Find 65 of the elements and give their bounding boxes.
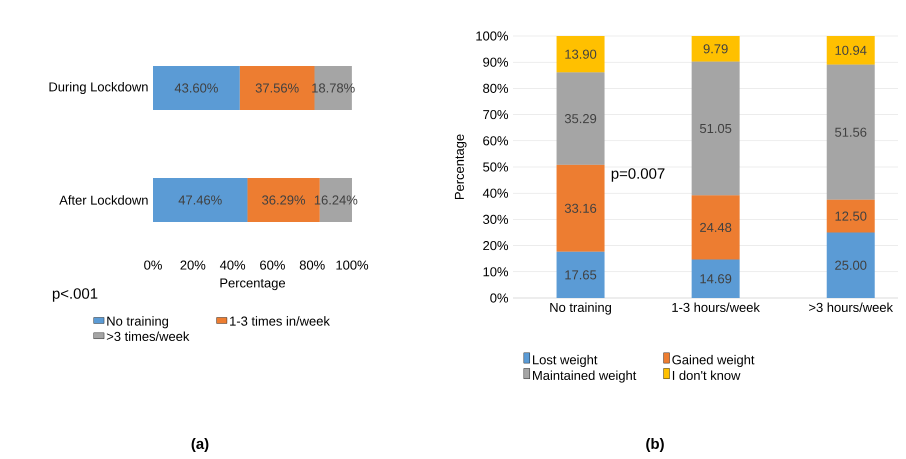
bar — [692, 195, 740, 260]
x-tick-label: 0% — [144, 260, 162, 270]
text: (b) — [646, 438, 664, 452]
x-tick-label: No training — [550, 302, 612, 315]
y-tick-label: 80% — [483, 84, 508, 93]
y-tick-label: 50% — [483, 162, 508, 172]
text: p<.001 — [52, 288, 98, 302]
data-label: 25.00 — [835, 260, 866, 270]
bar — [556, 164, 605, 252]
bar — [153, 66, 240, 110]
y-tick-label: 60% — [483, 136, 508, 146]
x-tick-label: >3 hours/week — [809, 302, 894, 312]
x-tick-label: 20% — [180, 260, 206, 270]
data-label: 51.56 — [835, 128, 866, 137]
data-label: 37.56% — [256, 83, 299, 93]
legend-label: No training — [107, 316, 168, 328]
bar — [826, 64, 875, 200]
bar — [556, 72, 605, 165]
bar — [692, 260, 740, 298]
bar — [826, 232, 875, 298]
legend-label: Lost weight — [533, 354, 598, 367]
data-label: 33.16 — [564, 204, 596, 213]
legend-label: I don't know — [672, 370, 740, 380]
y-tick-label: 40% — [482, 188, 508, 198]
y-tick-label: 10% — [484, 267, 508, 276]
y-tick-label: After Lockdown — [59, 195, 148, 205]
bar — [556, 252, 605, 298]
bar — [692, 62, 740, 196]
data-label: 10.94 — [836, 46, 867, 55]
y-axis-title: Percentage — [454, 134, 467, 200]
legend-label: 1-3 times in/week — [230, 316, 330, 326]
x-tick-label: 40% — [220, 260, 246, 270]
y-tick-label: 0% — [490, 293, 508, 303]
y-tick-label: 100% — [476, 31, 508, 41]
data-label: 51.05 — [700, 124, 732, 134]
data-label: 43.60% — [174, 83, 218, 93]
bar — [692, 36, 740, 62]
data-label: 47.46% — [178, 195, 222, 205]
x-tick-label: 1-3 hours/week — [672, 302, 760, 312]
x-tick-label: 60% — [260, 260, 285, 270]
y-tick-label: 30% — [483, 214, 508, 224]
data-label: 17.65 — [565, 270, 596, 280]
x-tick-label: 100% — [336, 260, 368, 270]
bar — [153, 178, 248, 222]
data-label: 36.29% — [262, 195, 306, 205]
y-tick-label: During Lockdown — [49, 82, 148, 94]
y-tick-label: 20% — [483, 241, 508, 250]
data-label: 35.29 — [564, 114, 596, 124]
annotation: p=0.007 — [612, 168, 664, 182]
bar — [556, 36, 605, 72]
text: (a) — [192, 438, 208, 452]
data-label: 12.50 — [836, 212, 866, 221]
x-axis-title: Percentage — [220, 278, 286, 290]
data-label: 9.79 — [704, 44, 728, 54]
legend-label: Maintained weight — [533, 370, 636, 383]
bar — [826, 36, 875, 65]
data-label: 14.69 — [700, 274, 732, 284]
legend-label: >3 times/week — [106, 331, 190, 342]
legend-label: Gained weight — [672, 354, 754, 367]
data-label: 24.48 — [700, 222, 732, 232]
y-tick-label: 70% — [483, 110, 508, 120]
data-label: 13.90 — [565, 50, 596, 59]
y-tick-label: 90% — [483, 58, 508, 67]
x-tick-label: 80% — [300, 260, 325, 270]
bar — [826, 200, 875, 232]
